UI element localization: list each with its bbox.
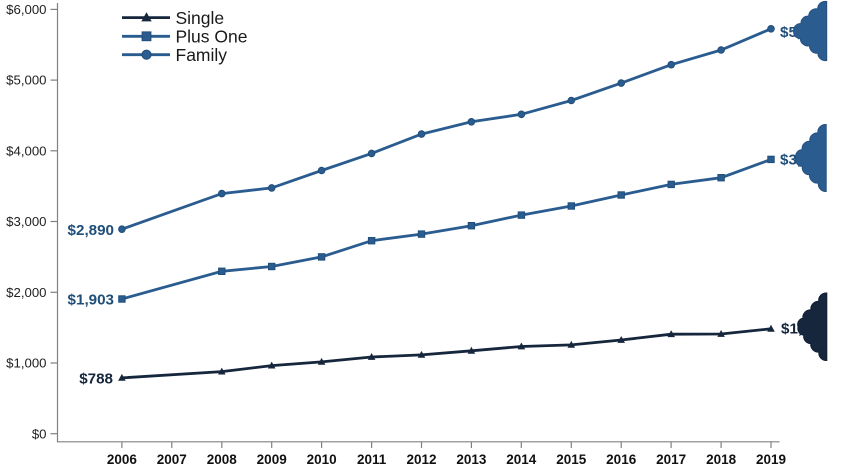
svg-text:2015: 2015 [556, 452, 587, 467]
svg-text:$0: $0 [32, 426, 47, 441]
svg-text:2007: 2007 [157, 452, 187, 467]
svg-text:2016: 2016 [606, 452, 637, 467]
svg-text:2011: 2011 [357, 452, 387, 467]
svg-text:2018: 2018 [706, 452, 737, 467]
svg-text:2019: 2019 [756, 452, 786, 467]
svg-text:$788: $788 [79, 371, 113, 388]
svg-text:Plus One: Plus One [176, 27, 248, 47]
svg-text:Family: Family [176, 45, 228, 65]
svg-text:$1,000: $1,000 [6, 356, 46, 371]
svg-text:2008: 2008 [207, 452, 238, 467]
svg-text:2013: 2013 [456, 452, 487, 467]
svg-text:Single: Single [176, 8, 225, 28]
svg-text:$3,000: $3,000 [6, 214, 46, 229]
svg-text:$2,000: $2,000 [6, 285, 46, 300]
svg-text:2017: 2017 [656, 452, 686, 467]
svg-text:$1,903: $1,903 [68, 292, 114, 309]
svg-text:2010: 2010 [307, 452, 337, 467]
svg-text:2006: 2006 [107, 452, 138, 467]
svg-text:2009: 2009 [257, 452, 287, 467]
svg-text:$6,000: $6,000 [6, 2, 46, 17]
svg-text:$4,000: $4,000 [6, 143, 46, 158]
svg-text:2012: 2012 [406, 452, 436, 467]
svg-text:2014: 2014 [506, 452, 537, 467]
svg-text:$5,000: $5,000 [6, 73, 46, 88]
svg-text:$2,890: $2,890 [68, 222, 114, 239]
